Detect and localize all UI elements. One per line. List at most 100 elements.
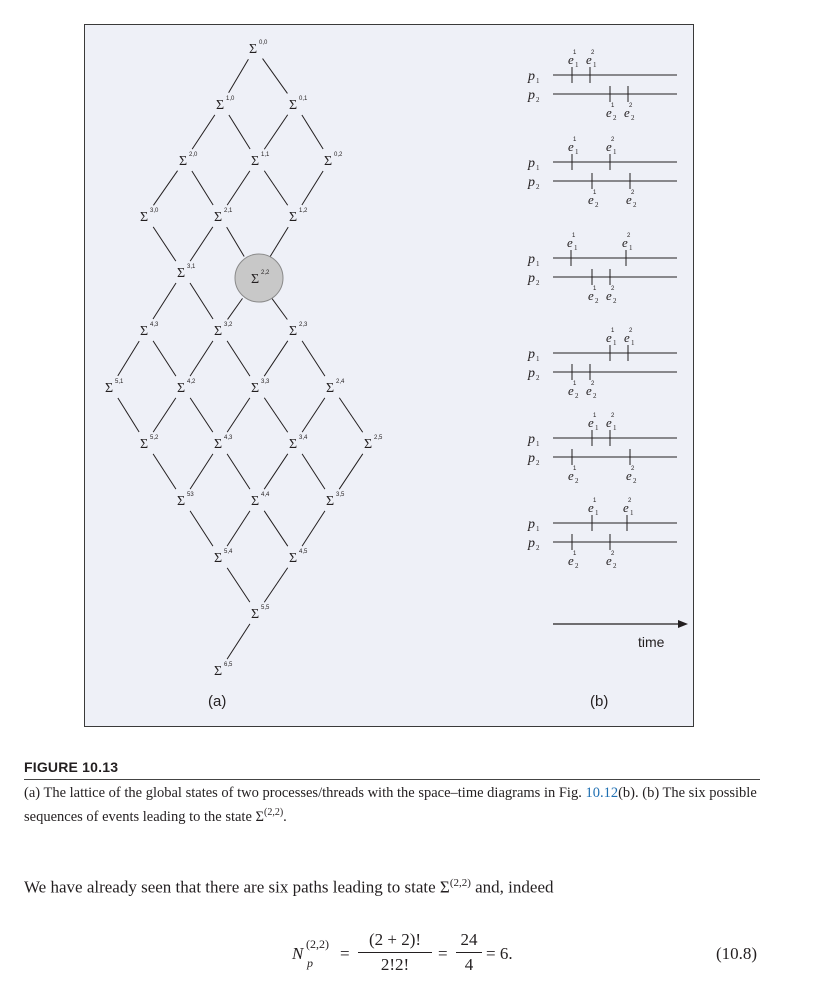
event-label: e xyxy=(626,192,632,207)
sigma-symbol: Σ xyxy=(105,381,113,396)
event-number: 2 xyxy=(627,233,631,239)
event-number: 2 xyxy=(591,50,595,56)
state-index-label: 2,5 xyxy=(374,435,383,441)
lattice-edge xyxy=(227,298,243,320)
event-label: e xyxy=(624,330,630,345)
lattice-state-node: Σ 2,0 xyxy=(179,152,198,169)
state-index-label: 5,2 xyxy=(150,435,159,441)
event-process-index: 1 xyxy=(595,424,599,432)
lattice-edge xyxy=(152,453,177,490)
sigma-symbol: Σ xyxy=(214,324,222,339)
lattice-state-node: Σ 53 xyxy=(177,492,194,509)
state-index-label: 2,1 xyxy=(224,208,233,214)
figure-reference-link[interactable]: 10.12 xyxy=(585,785,619,801)
event-process-index: 2 xyxy=(633,201,637,209)
process-index: 2 xyxy=(536,183,540,191)
lattice-edge xyxy=(189,397,214,433)
lattice-edge xyxy=(226,170,251,206)
event-number: 2 xyxy=(628,498,632,504)
lattice-edge xyxy=(189,510,214,547)
lattice-edge xyxy=(153,170,178,206)
lattice-edge xyxy=(189,282,214,320)
sigma-symbol: Σ xyxy=(289,98,297,113)
fraction-1-denominator: 2!2! xyxy=(380,955,410,974)
sigma-symbol: Σ xyxy=(140,210,148,225)
state-index-label: 5,5 xyxy=(261,605,270,611)
state-index-label: 5,1 xyxy=(115,379,124,385)
lattice-edge xyxy=(301,453,326,490)
equation-fraction-1: (2 + 2)! 2!2! xyxy=(358,930,432,975)
lattice-edge xyxy=(152,226,177,262)
process-label: p xyxy=(527,451,535,466)
process-index: 2 xyxy=(536,279,540,287)
event-process-index: 1 xyxy=(631,339,635,347)
state-index-label: 3,4 xyxy=(299,435,308,441)
event-number: 1 xyxy=(573,137,577,143)
panel-a-label: (a) xyxy=(208,693,226,710)
lattice-edge xyxy=(271,297,288,320)
event-label: e xyxy=(586,383,592,398)
event-label: e xyxy=(606,415,612,430)
lattice-edge xyxy=(338,453,364,490)
state-index-label: 2,3 xyxy=(299,322,308,328)
event-number: 2 xyxy=(631,190,635,196)
event-number: 1 xyxy=(593,498,597,504)
event-number: 2 xyxy=(629,328,633,334)
lattice-edge xyxy=(226,453,251,490)
event-process-index: 1 xyxy=(575,148,579,156)
state-index-label: 53 xyxy=(187,492,194,498)
lattice-edge xyxy=(301,397,326,433)
lattice-state-node: Σ 3,0 xyxy=(140,208,159,225)
lattice-edge xyxy=(263,397,289,433)
lattice-state-node: Σ 2,2 xyxy=(234,253,284,303)
process-label: p xyxy=(527,366,535,381)
process-label: p xyxy=(527,175,535,190)
lattice-edge xyxy=(226,567,251,603)
event-label: e xyxy=(622,235,628,250)
figure-caption: (a) The lattice of the global states of … xyxy=(24,785,757,825)
event-process-index: 2 xyxy=(575,392,579,400)
sigma-symbol: Σ xyxy=(251,381,259,396)
event-label: e xyxy=(588,192,594,207)
event-label: e xyxy=(568,139,574,154)
sigma-symbol: Σ xyxy=(179,154,187,169)
event-number: 1 xyxy=(573,381,577,387)
caption-state-superscript: (2,2) xyxy=(263,807,284,818)
lattice-state-node: Σ 4,5 xyxy=(289,549,308,566)
lattice-edge xyxy=(301,170,324,206)
sigma-symbol: Σ xyxy=(324,154,332,169)
lattice-state-node: Σ 5,5 xyxy=(251,605,270,622)
lattice-edge xyxy=(263,340,289,377)
state-index-label: 0,0 xyxy=(259,40,268,46)
state-index-label: 4,3 xyxy=(150,322,159,328)
lattice-edge xyxy=(228,58,249,94)
lattice-edge xyxy=(301,510,326,547)
event-number: 1 xyxy=(611,103,615,109)
lattice-state-node: Σ 3,5 xyxy=(326,492,345,509)
event-process-index: 2 xyxy=(575,562,579,570)
lattice-state-node: Σ 5,4 xyxy=(214,549,233,566)
event-label: e xyxy=(568,52,574,67)
process-index: 1 xyxy=(536,164,540,172)
sigma-symbol: Σ xyxy=(140,437,148,452)
equation-lhs-subscript: p xyxy=(307,956,313,970)
event-number: 2 xyxy=(611,286,615,292)
event-label: e xyxy=(588,288,594,303)
lattice-edge xyxy=(263,453,289,490)
state-index-label: 1,2 xyxy=(299,208,308,214)
highlighted-state-circle xyxy=(234,253,284,303)
sigma-symbol: Σ xyxy=(289,437,297,452)
process-label: p xyxy=(527,252,535,267)
lattice-state-node: Σ 1,0 xyxy=(216,96,235,113)
sigma-symbol: Σ xyxy=(251,154,259,169)
event-process-index: 2 xyxy=(613,114,617,122)
state-index-label: 4,2 xyxy=(187,379,196,385)
event-label: e xyxy=(568,553,574,568)
event-number: 2 xyxy=(591,381,595,387)
event-label: e xyxy=(588,415,594,430)
lattice-state-node: Σ 4,3 xyxy=(140,322,159,339)
event-number: 1 xyxy=(573,466,577,472)
event-process-index: 2 xyxy=(613,562,617,570)
event-label: e xyxy=(586,52,592,67)
process-index: 1 xyxy=(536,260,540,268)
